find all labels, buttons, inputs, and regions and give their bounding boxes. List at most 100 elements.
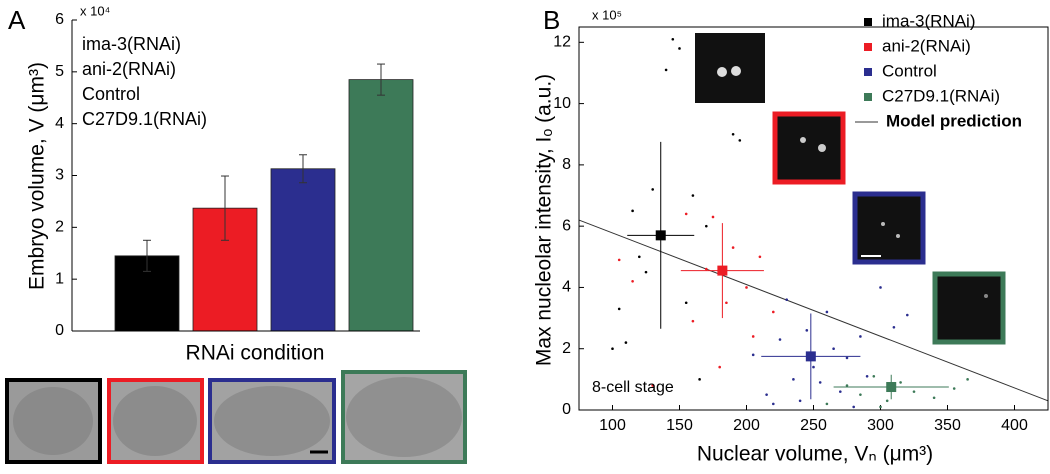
embryo: [214, 386, 330, 456]
point: [932, 396, 936, 400]
panel-label: A: [8, 5, 26, 35]
y-tick-label: 6: [562, 217, 571, 234]
model-line: [578, 219, 1049, 402]
annotation: 8-cell stage: [592, 379, 674, 396]
point: [738, 139, 742, 142]
panel-label: B: [543, 5, 560, 35]
point: [812, 365, 815, 369]
point: [966, 378, 969, 381]
point: [772, 310, 775, 314]
y-tick-label: 3: [55, 167, 64, 184]
legend-label: Control: [82, 84, 140, 104]
bar: [348, 79, 414, 332]
y-tick-label: 2: [55, 219, 64, 236]
point: [691, 319, 695, 323]
point: [705, 267, 708, 271]
point: [912, 390, 916, 393]
x-tick-label: 100: [599, 417, 626, 434]
point: [792, 378, 795, 381]
axis-multiplier: x 10⁴: [80, 3, 110, 18]
y-tick-label: 12: [553, 34, 571, 51]
image: [852, 191, 926, 265]
legend-label: ani-2(RNAi): [882, 36, 971, 55]
point: [691, 194, 695, 197]
point: [664, 68, 668, 72]
x-tick-label: 400: [1001, 417, 1028, 434]
micrographs: [5, 33, 1006, 464]
point: [751, 335, 755, 338]
point: [879, 405, 882, 409]
x-tick-label: 250: [800, 417, 827, 434]
x-axis-label: Nuclear volume, Vₙ (μm³): [697, 443, 933, 466]
point: [859, 335, 862, 338]
y-tick-label: 8: [562, 156, 571, 173]
point: [845, 384, 849, 387]
y-axis-label: Max nucleolar intensity, Iₒ (a.u.): [533, 74, 556, 366]
point: [765, 393, 768, 396]
y-tick-label: 4: [562, 279, 571, 296]
point: [705, 224, 708, 228]
point: [818, 381, 822, 384]
nucleolus: [984, 294, 988, 298]
y-tick-label: 4: [55, 115, 64, 132]
legend-label: C27D9.1(RNAi): [882, 86, 1000, 105]
point: [758, 255, 762, 259]
point: [745, 286, 748, 289]
embryo: [113, 386, 197, 456]
plot-frame: [578, 26, 1049, 411]
y-tick-label: 0: [562, 401, 571, 418]
point: [624, 341, 628, 344]
x-tick-label: 300: [867, 417, 894, 434]
legend-marker: [864, 43, 872, 51]
point: [638, 255, 641, 259]
point: [671, 37, 675, 41]
image: [695, 33, 765, 103]
point: [718, 365, 721, 369]
x-tick-label: 200: [733, 417, 760, 434]
legend-label: Control: [882, 61, 937, 80]
legend-marker: [864, 18, 872, 26]
point: [778, 338, 782, 341]
legend-label: ima-3(RNAi): [82, 34, 181, 54]
y-tick-label: 2: [562, 340, 571, 357]
legend-marker: [864, 93, 872, 101]
axis-multiplier: x 10⁵: [592, 7, 622, 22]
nucleolus: [881, 222, 885, 226]
point: [839, 390, 842, 393]
point: [631, 280, 634, 283]
nucleolus: [896, 234, 900, 238]
point: [651, 384, 654, 387]
y-axis-label: Embryo volume, V (μm³): [26, 62, 49, 290]
point: [865, 374, 869, 378]
point: [731, 246, 735, 249]
point: [798, 399, 802, 403]
image: [932, 271, 1006, 345]
point: [899, 381, 902, 384]
point: [698, 378, 701, 381]
point: [617, 258, 621, 262]
point: [879, 286, 882, 289]
y-tick-label: 5: [55, 63, 64, 80]
nucleolus: [818, 144, 826, 152]
point: [725, 301, 728, 305]
point: [852, 405, 855, 409]
point: [825, 310, 829, 314]
point: [631, 209, 634, 213]
point: [832, 347, 835, 351]
point: [906, 313, 909, 317]
y-tick-label: 0: [55, 322, 64, 339]
x-axis-label: RNAi condition: [186, 342, 325, 365]
point: [872, 374, 876, 378]
y-tick-label: 6: [55, 11, 64, 28]
legend-label: C27D9.1(RNAi): [82, 109, 207, 129]
point: [859, 393, 862, 396]
point: [651, 188, 654, 191]
legend-label: ima-3(RNAi): [882, 11, 976, 30]
nucleolus: [731, 66, 741, 76]
point: [952, 387, 956, 390]
image: [772, 111, 846, 185]
point: [617, 307, 621, 311]
point: [772, 402, 775, 406]
legend-label: Model prediction: [886, 111, 1022, 130]
bar: [270, 168, 336, 332]
